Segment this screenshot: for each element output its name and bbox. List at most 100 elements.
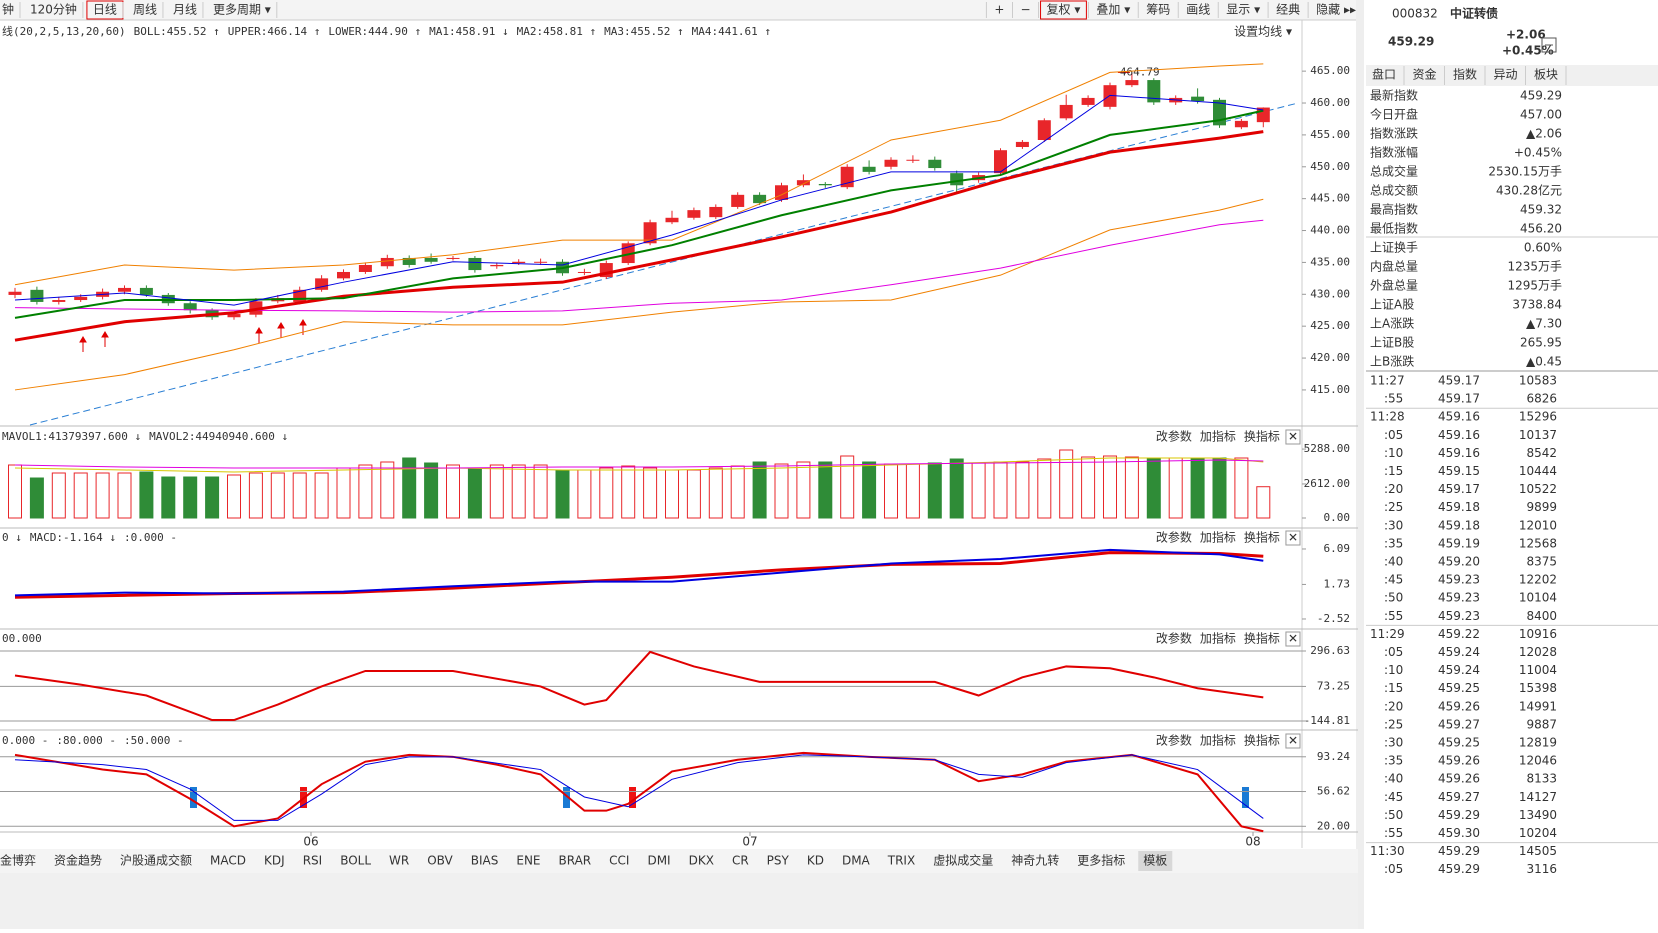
tick-time: :05 (1384, 428, 1403, 442)
panel-button[interactable]: 换指标 (1244, 530, 1280, 545)
quote-value: ▲0.45 (1526, 355, 1562, 369)
tick-price: 459.27 (1438, 717, 1480, 731)
toolbar-item[interactable]: 钟 (2, 2, 14, 17)
panel-button[interactable]: 改参数 (1156, 631, 1192, 646)
candle-body (1059, 104, 1073, 119)
bottom-tab[interactable]: 金博弈 (0, 853, 36, 868)
tick-price: 459.23 (1438, 573, 1480, 587)
y-tick-label: 0.00 (1324, 511, 1351, 524)
candle-body (665, 217, 679, 223)
toolbar-item[interactable]: 周线 (133, 3, 157, 17)
candle-body (139, 287, 153, 295)
bottom-tab[interactable]: OBV (427, 854, 453, 868)
quote-tab[interactable]: 盘口 (1372, 67, 1396, 82)
candle-body (818, 183, 832, 186)
bottom-tab[interactable]: KDJ (264, 854, 285, 868)
quote-tab[interactable]: 资金 (1412, 67, 1436, 82)
indicator-legend: 00.000 (2, 632, 42, 645)
candle-body (687, 210, 701, 218)
candle-body (315, 278, 329, 290)
tick-time: :55 (1384, 392, 1403, 406)
bottom-tab[interactable]: 更多指标 (1077, 853, 1125, 868)
bottom-tab[interactable]: CCI (609, 854, 629, 868)
bottom-tab[interactable]: 模板 (1143, 854, 1167, 868)
toolbar-item[interactable]: − (1020, 3, 1030, 17)
tick-volume: 10583 (1519, 374, 1557, 388)
bottom-tab[interactable]: CR (732, 854, 749, 868)
bottom-tab[interactable]: RSI (303, 854, 323, 868)
bottom-tab[interactable]: BIAS (471, 854, 499, 868)
bottom-tab[interactable]: KD (807, 854, 824, 868)
tick-price: 459.16 (1438, 410, 1480, 424)
volume-bar (1124, 456, 1139, 519)
y-tick-label: 56.62 (1317, 785, 1350, 798)
toolbar-item[interactable]: 120分钟 (30, 2, 77, 17)
volume-bar (95, 472, 110, 519)
panel-button[interactable]: 加指标 (1200, 631, 1236, 646)
toolbar-item[interactable]: 经典 (1276, 3, 1300, 17)
toolbar-item[interactable]: 显示 ▾ (1226, 3, 1260, 17)
panel-button[interactable]: ✕ (1288, 734, 1298, 748)
minimize[interactable] (1541, 37, 1557, 53)
bottom-tab[interactable]: WR (389, 854, 409, 868)
panel-button[interactable]: 换指标 (1244, 733, 1280, 748)
volume-bar (248, 472, 263, 519)
toolbar-item[interactable]: 筹码 (1146, 3, 1170, 17)
panel-button[interactable]: 换指标 (1244, 429, 1280, 444)
volume-bar (424, 462, 439, 519)
tick-volume: 9899 (1526, 500, 1557, 514)
volume-bar (511, 464, 526, 519)
toolbar-item[interactable]: 更多周期 ▾ (213, 3, 271, 17)
candle-body (950, 173, 964, 186)
candle-body (1081, 97, 1095, 105)
panel-button[interactable]: ✕ (1288, 531, 1298, 545)
quote-label: 总成交额 (1370, 183, 1418, 198)
bottom-tab[interactable]: BRAR (559, 854, 592, 868)
y-tick-label: 455.00 (1310, 128, 1350, 141)
x-tick-label: 07 (742, 835, 757, 849)
tick-price: 459.23 (1438, 609, 1480, 623)
candle-body (1191, 96, 1205, 102)
toolbar-item[interactable]: 画线 (1186, 3, 1210, 17)
toolbar-item[interactable]: 叠加 ▾ (1096, 3, 1130, 17)
panel-button[interactable]: 改参数 (1156, 733, 1192, 748)
bottom-tab[interactable]: 沪股通成交额 (120, 853, 192, 868)
panel-button[interactable]: 加指标 (1200, 429, 1236, 444)
indicator-legend: MA4:441.61 ↑ (692, 25, 771, 38)
bottom-tab[interactable]: DKX (689, 854, 714, 868)
panel-button[interactable]: ✕ (1288, 632, 1298, 646)
bottom-tab[interactable]: DMA (842, 854, 871, 868)
bottom-tab[interactable]: DMI (647, 854, 670, 868)
bottom-tab[interactable]: 神奇九转 (1011, 853, 1059, 868)
panel-button[interactable]: 加指标 (1200, 733, 1236, 748)
panel-button[interactable]: 改参数 (1156, 530, 1192, 545)
volume-bar (818, 461, 833, 519)
ma-setting[interactable]: 设置均线 ▾ (1234, 25, 1292, 39)
bottom-tab[interactable]: TRIX (887, 854, 915, 868)
toolbar-item[interactable]: 复权 ▾ (1047, 3, 1081, 17)
bottom-tab[interactable]: 虚拟成交量 (933, 853, 993, 868)
toolbar-item[interactable]: + (994, 3, 1004, 17)
tick-time: :05 (1384, 862, 1403, 876)
tick-price: 459.17 (1438, 392, 1480, 406)
indicator-legend: UPPER:466.14 ↑ (228, 25, 321, 38)
bottom-tab[interactable]: ENE (516, 854, 540, 868)
quote-tab[interactable]: 板块 (1534, 68, 1558, 82)
arrow (79, 336, 87, 352)
panel-button[interactable]: 加指标 (1200, 530, 1236, 545)
toolbar-item[interactable]: 月线 (173, 3, 197, 17)
panel-button[interactable]: 换指标 (1244, 631, 1280, 646)
panel-button[interactable]: ✕ (1288, 430, 1298, 444)
bottom-tab[interactable]: MACD (210, 854, 246, 868)
toolbar-item[interactable]: 日线 (93, 3, 117, 17)
indicator-legend: MACD:-1.164 ↓ (30, 531, 116, 544)
volume-bar (117, 472, 132, 519)
quote-tab[interactable]: 指数 (1453, 67, 1477, 82)
bottom-tab[interactable]: 资金趋势 (54, 853, 102, 868)
bottom-tab[interactable]: PSY (767, 854, 790, 868)
panel-button[interactable]: 改参数 (1156, 429, 1192, 444)
quote-tab[interactable]: 异动 (1493, 68, 1517, 82)
quote-label: 今日开盘 (1370, 107, 1418, 122)
bottom-tab[interactable]: BOLL (340, 854, 371, 868)
toolbar-item[interactable]: 隐藏 ▸▸ (1316, 3, 1356, 17)
